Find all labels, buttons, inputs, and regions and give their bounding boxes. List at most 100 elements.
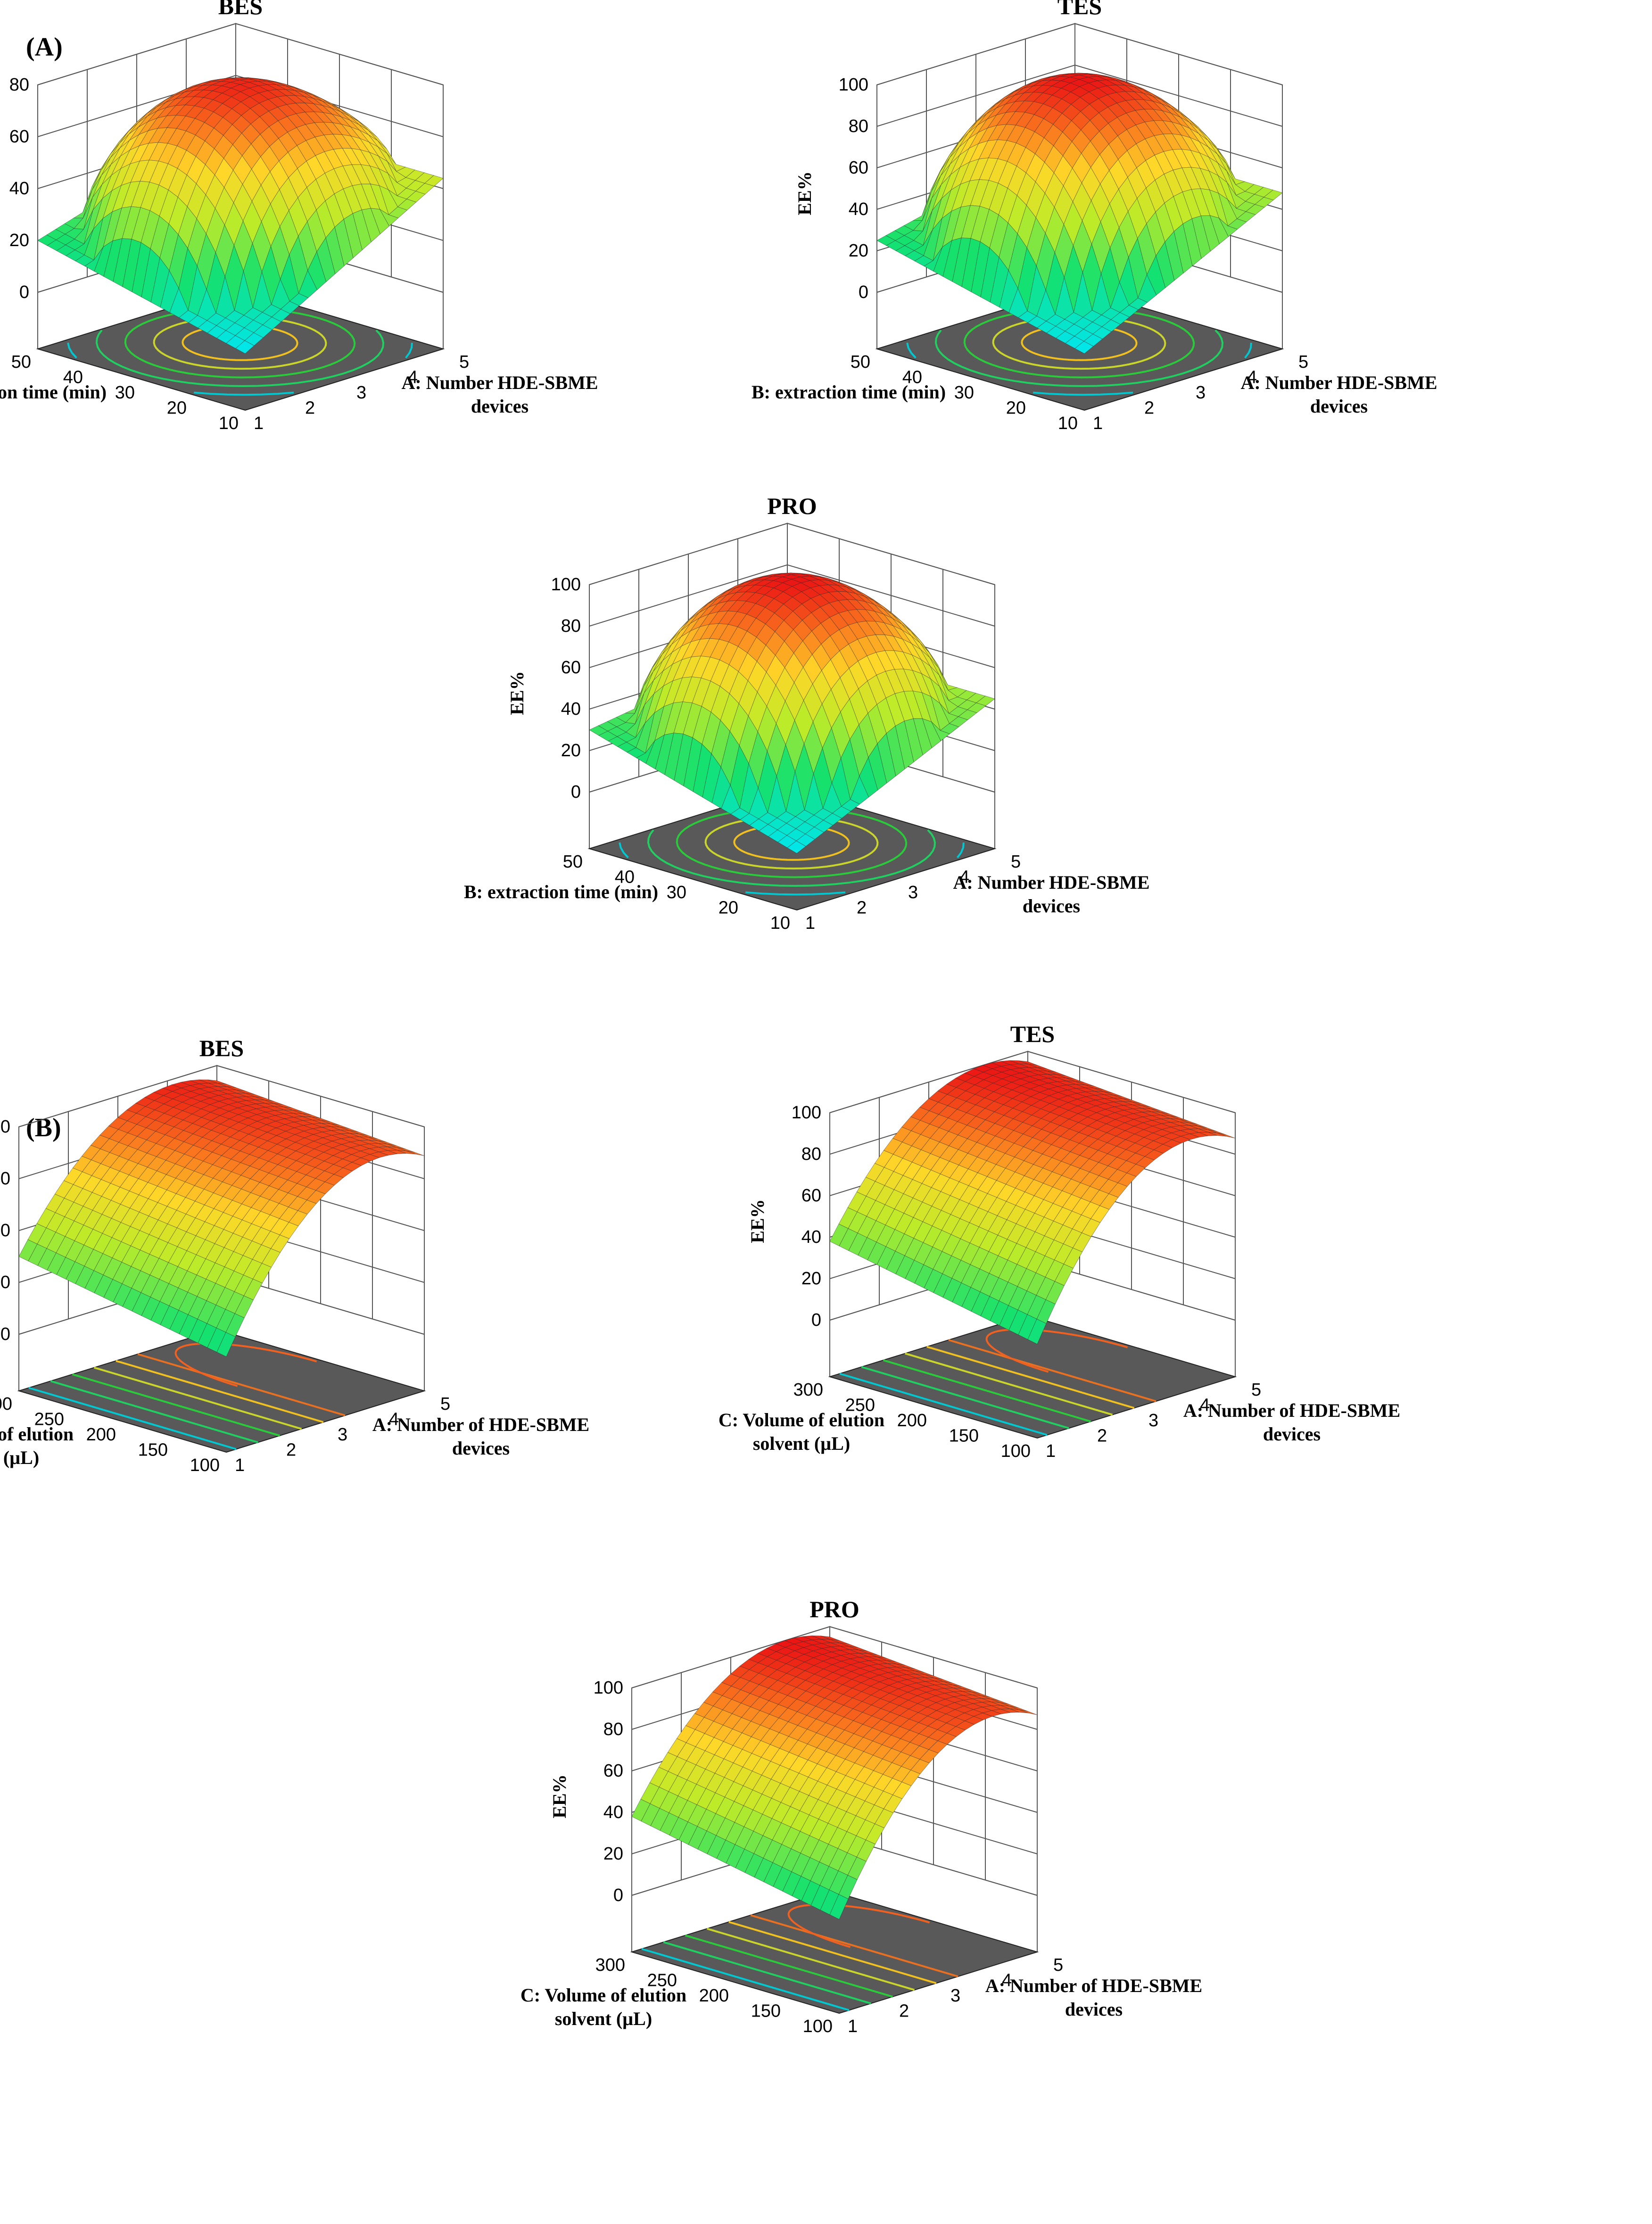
plot-title: BES xyxy=(218,0,263,19)
x-tick-label: 4 xyxy=(959,868,969,887)
x-tick-label: 2 xyxy=(899,2001,909,2021)
x-tick-label: 3 xyxy=(338,1425,347,1445)
x-tick-label: 4 xyxy=(1200,1396,1210,1415)
z-tick-label: 0 xyxy=(613,1885,623,1905)
z-tick-label: 100 xyxy=(594,1678,623,1698)
contour-line xyxy=(948,1339,1156,1402)
y-axis-label: solvent (µL) xyxy=(555,2008,652,2029)
y-tick-label: 30 xyxy=(115,383,135,403)
panel-label-a: (A) xyxy=(26,33,63,62)
surface-patch xyxy=(216,1332,236,1357)
z-tick-label: 60 xyxy=(561,658,581,678)
contour-line xyxy=(839,1372,1048,1436)
x-axis-label: A: Number of HDE-SBME xyxy=(985,1975,1202,1996)
plot-title: PRO xyxy=(767,493,817,519)
y-axis-label: solvent (µL) xyxy=(0,1447,39,1468)
surface-plot-b-tes: 0 20 40 60 80 100 EE% 1 2 3 4 5 100 150 200 250 300 A: Nu… xyxy=(719,1021,1400,1461)
y-tick-label: 50 xyxy=(563,852,583,872)
surface-patch xyxy=(787,841,806,854)
y-tick-label: 10 xyxy=(219,413,239,433)
x-tick-label: 3 xyxy=(1148,1411,1158,1430)
x-axis-label: devices xyxy=(1310,396,1368,417)
y-tick-label: 100 xyxy=(1001,1441,1031,1461)
contour-line xyxy=(957,842,965,859)
contour-line xyxy=(905,1352,1113,1416)
x-tick-label: 5 xyxy=(440,1394,450,1414)
contour-line xyxy=(934,329,1224,387)
x-tick-label: 4 xyxy=(1247,368,1257,388)
y-tick-label: 10 xyxy=(1058,413,1078,433)
y-axis-label: B: extraction time (min) xyxy=(464,881,658,902)
surface-plot-a-tes: 0 20 40 60 80 100 EE% 1 2 3 4 5 10 20 30 40 50 A: Number … xyxy=(752,0,1437,433)
y-axis-label: C: Volume of elution xyxy=(0,1423,74,1445)
contour-line xyxy=(174,1342,317,1387)
contour-line xyxy=(67,342,77,359)
x-tick-label: 5 xyxy=(1011,852,1021,872)
y-tick-label: 30 xyxy=(954,383,974,403)
contour-line xyxy=(985,1328,1128,1373)
z-axis-label: EE% xyxy=(794,171,815,215)
z-tick-label: 60 xyxy=(849,158,868,178)
z-tick-label: 0 xyxy=(0,1324,10,1344)
z-tick-label: 40 xyxy=(801,1227,821,1247)
contour-line xyxy=(883,1359,1091,1422)
x-tick-label: 1 xyxy=(254,413,264,433)
x-tick-label: 1 xyxy=(848,2017,858,2036)
z-tick-label: 40 xyxy=(849,199,868,219)
z-tick-label: 0 xyxy=(19,282,29,302)
x-tick-label: 2 xyxy=(857,898,867,918)
x-axis-label: A: Number HDE-SBME xyxy=(401,372,598,393)
x-tick-label: 2 xyxy=(305,398,315,418)
z-tick-label: 40 xyxy=(9,179,29,198)
y-tick-label: 150 xyxy=(751,2001,781,2021)
z-tick-label: 100 xyxy=(792,1103,821,1123)
contour-line xyxy=(194,391,294,396)
contour-line xyxy=(787,1903,930,1948)
plot-title: PRO xyxy=(809,1596,859,1622)
z-tick-label: 80 xyxy=(849,116,868,136)
x-tick-label: 4 xyxy=(1002,1971,1012,1991)
y-tick-label: 40 xyxy=(63,368,83,388)
z-tick-label: 80 xyxy=(0,1117,10,1137)
surface-patch xyxy=(1074,341,1094,354)
y-tick-label: 250 xyxy=(647,1971,677,1991)
contour-line xyxy=(861,1366,1069,1430)
y-tick-label: 20 xyxy=(719,898,738,918)
y-tick-label: 40 xyxy=(902,368,922,388)
z-tick-label: 20 xyxy=(849,241,868,261)
contour-line xyxy=(926,1346,1135,1409)
contour-line xyxy=(116,1360,324,1423)
y-tick-label: 100 xyxy=(190,1455,220,1475)
contour-line xyxy=(137,1353,346,1416)
x-axis-label: A: Number HDE-SBME xyxy=(953,872,1149,893)
x-tick-label: 5 xyxy=(1251,1380,1261,1400)
z-tick-label: 0 xyxy=(811,1310,821,1330)
y-tick-label: 300 xyxy=(793,1380,823,1400)
z-tick-label: 80 xyxy=(9,75,29,95)
y-axis-label: C: Volume of elution xyxy=(520,1984,686,2006)
z-tick-label: 60 xyxy=(603,1761,623,1781)
y-tick-label: 150 xyxy=(138,1440,168,1460)
z-tick-label: 80 xyxy=(603,1720,623,1739)
y-tick-label: 100 xyxy=(803,2017,833,2036)
y-axis-label: C: Volume of elution xyxy=(719,1409,884,1430)
x-tick-label: 3 xyxy=(1196,383,1206,403)
y-tick-label: 300 xyxy=(0,1394,12,1414)
contour-line xyxy=(72,1373,280,1437)
contour-line xyxy=(685,1934,893,1998)
y-tick-label: 20 xyxy=(167,398,187,418)
z-tick-label: 0 xyxy=(571,782,581,802)
y-tick-label: 200 xyxy=(699,1986,729,2006)
z-tick-label: 20 xyxy=(0,1273,10,1292)
z-tick-label: 80 xyxy=(561,616,581,636)
x-tick-label: 2 xyxy=(1097,1426,1107,1446)
contour-line xyxy=(647,829,936,887)
contour-line xyxy=(906,342,917,359)
plot-title: TES xyxy=(1057,0,1102,19)
x-tick-label: 5 xyxy=(1053,1955,1063,1975)
x-tick-label: 5 xyxy=(459,352,469,372)
x-axis-label: A: Number HDE-SBME xyxy=(1240,372,1437,393)
x-tick-label: 1 xyxy=(1046,1441,1056,1461)
